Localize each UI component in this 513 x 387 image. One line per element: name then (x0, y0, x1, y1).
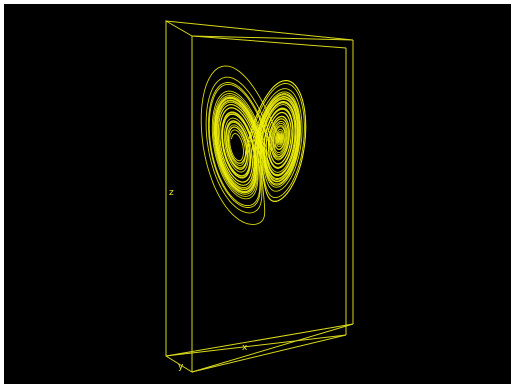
trajectory-segment (213, 95, 297, 195)
box-edge (165, 323, 354, 357)
trajectory-segment (212, 83, 305, 199)
trajectory-segment (211, 90, 299, 200)
trajectory-segment (271, 120, 289, 158)
trajectory-segment (207, 82, 261, 208)
viewport[interactable]: z x y (4, 4, 511, 384)
trajectory-segment (205, 76, 297, 214)
attractor-scene[interactable]: z x y (4, 4, 511, 384)
box-edge (191, 35, 347, 49)
trajectory-segment (277, 133, 282, 143)
box-edge (165, 20, 354, 41)
attractor-trajectory (200, 65, 307, 225)
box-edge (191, 35, 354, 41)
trajectory-segment (208, 83, 302, 207)
x-axis-label: x (242, 343, 248, 353)
box-edge (191, 323, 354, 373)
bounding-box (165, 20, 354, 373)
trajectory-segment (217, 80, 307, 202)
box-edge (165, 334, 347, 357)
z-axis-label: z (169, 188, 174, 198)
y-axis-label: y (178, 362, 184, 372)
box-edge (191, 334, 347, 373)
